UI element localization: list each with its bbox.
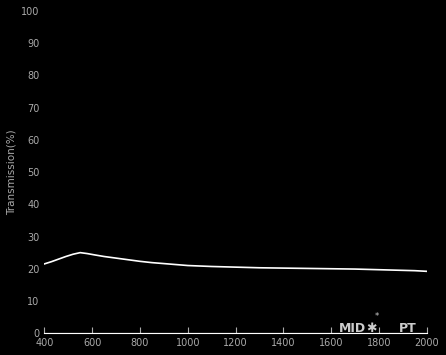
Text: *: * <box>375 312 379 321</box>
Text: PT: PT <box>399 322 417 335</box>
Text: ✱: ✱ <box>366 322 376 335</box>
Y-axis label: Transmission(%): Transmission(%) <box>7 129 17 215</box>
Text: MID: MID <box>339 322 366 335</box>
